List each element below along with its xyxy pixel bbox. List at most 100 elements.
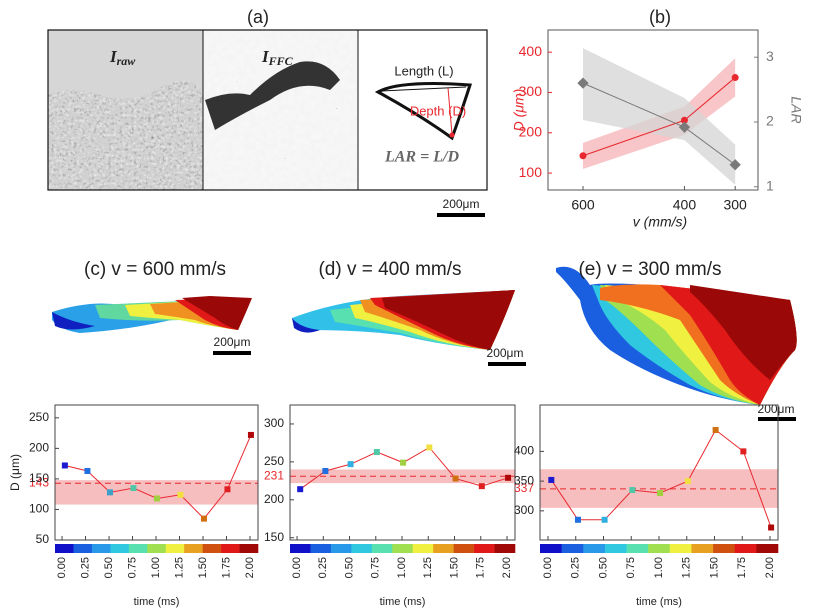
- confidence-band: [583, 58, 736, 170]
- point: [629, 487, 636, 494]
- scale-label: 200μm: [758, 402, 795, 416]
- point: [130, 485, 137, 492]
- length-label: Length (L): [394, 63, 453, 78]
- point: [347, 461, 354, 468]
- point: [505, 474, 512, 481]
- colorbar-cell: [392, 544, 414, 553]
- point: [322, 467, 329, 474]
- point: [601, 516, 608, 523]
- x-axis-label: time (ms): [134, 596, 180, 608]
- y-axis-label: D (μm): [8, 454, 22, 491]
- y-tick-label: 300: [264, 416, 284, 430]
- point: [684, 478, 691, 485]
- scale-label: 200μm: [487, 346, 524, 360]
- melt-pool-c: [52, 296, 252, 333]
- point: [740, 448, 747, 455]
- point: [177, 491, 184, 498]
- panel-label: (b): [649, 7, 671, 27]
- length-arrow: [379, 86, 467, 92]
- colorbar-cell: [626, 544, 649, 553]
- scale-label: 200μm: [443, 197, 480, 211]
- point: [680, 116, 688, 124]
- x-axis-label: v (mm/s): [633, 214, 687, 230]
- x-tick-label: 0.75: [126, 557, 138, 578]
- ffc-subscript: FFC: [268, 54, 294, 68]
- panel-title: (e) v = 300 mm/s: [578, 259, 721, 280]
- colorbar-cell: [453, 544, 475, 553]
- y-tick-label: 150: [264, 530, 284, 544]
- x-tick-label: 1.50: [197, 557, 209, 578]
- point: [548, 476, 555, 483]
- x-tick-label: 1.00: [150, 557, 162, 578]
- point: [731, 74, 739, 82]
- colorbar-cell: [583, 544, 606, 553]
- x-tick-label: 400: [673, 197, 697, 213]
- point: [452, 475, 459, 482]
- panel-title: (c) v = 600 mm/s: [84, 259, 226, 280]
- colorbar-cell: [73, 544, 93, 553]
- y2-tick-label: 1: [766, 177, 774, 193]
- raw-subscript: raw: [117, 54, 137, 68]
- y-tick-label: 200: [29, 441, 49, 455]
- raw-symbol: I: [109, 47, 118, 66]
- raw-texture: [48, 80, 203, 190]
- raw-label: Iraw: [109, 47, 136, 68]
- point: [61, 462, 68, 469]
- panel-frame: [47, 29, 488, 191]
- x-tick-label: 0.50: [103, 557, 115, 578]
- x-axis-label: time (ms): [636, 596, 682, 608]
- y-tick-label: 200: [519, 123, 543, 139]
- x-tick-label: 1.75: [220, 557, 232, 578]
- y-tick-label: 100: [519, 164, 543, 180]
- melt-pool-e: [556, 266, 797, 405]
- y-tick-label: 350: [514, 473, 534, 487]
- x-tick-label: 0.25: [79, 557, 91, 578]
- plot-frame: [547, 29, 759, 191]
- mean-label: 143: [29, 475, 49, 489]
- colorbar-cell: [55, 544, 74, 553]
- point: [224, 486, 231, 493]
- x-tick-label: 0.50: [597, 557, 609, 578]
- colorbar-cell: [351, 544, 373, 553]
- colorbar-cell: [310, 544, 332, 553]
- point: [768, 524, 775, 531]
- point: [400, 459, 407, 466]
- depth-point: [449, 132, 455, 138]
- colorbar-cell: [433, 544, 454, 553]
- colorbar-cell: [756, 544, 779, 553]
- x-tick-label: 0.00: [56, 557, 68, 578]
- y-tick-label: 400: [514, 444, 534, 458]
- y-tick-label: 250: [29, 410, 49, 424]
- x-tick-label: 2.00: [764, 557, 776, 578]
- panel-label: (a): [247, 7, 269, 27]
- scale-bar: [437, 213, 485, 217]
- colorbar-cell: [561, 544, 584, 553]
- colorbar-cell: [91, 544, 111, 553]
- y-tick-label: 100: [29, 502, 49, 516]
- scale-bar: [758, 417, 796, 421]
- pool-outline: [374, 82, 473, 141]
- x-tick-label: 0.25: [570, 557, 582, 578]
- x-tick-label: 300: [723, 197, 747, 213]
- formula: LAR = L/D: [384, 149, 459, 166]
- x-tick-label: 0.25: [317, 557, 329, 578]
- x-tick-label: 2.00: [501, 557, 513, 578]
- y2-axis-label: LAR: [788, 96, 804, 123]
- x-tick-label: 1.25: [681, 557, 693, 578]
- mean-label: 337: [514, 481, 534, 495]
- point: [200, 515, 207, 522]
- x-tick-label: 1.00: [653, 557, 665, 578]
- y-axis-label: D (μm): [511, 89, 527, 132]
- colorbar-cell: [184, 544, 203, 553]
- colorbar-cell: [147, 544, 167, 553]
- y-tick-label: 300: [514, 503, 534, 517]
- colorbar-cell: [290, 544, 311, 553]
- y-tick-label: 50: [36, 532, 50, 546]
- x-tick-label: 1.50: [708, 557, 720, 578]
- colorbar-cell: [474, 544, 495, 553]
- x-tick-label: 0.75: [370, 557, 382, 578]
- point: [373, 449, 380, 456]
- colorbar-cell: [604, 544, 627, 553]
- scale-bar: [488, 362, 526, 366]
